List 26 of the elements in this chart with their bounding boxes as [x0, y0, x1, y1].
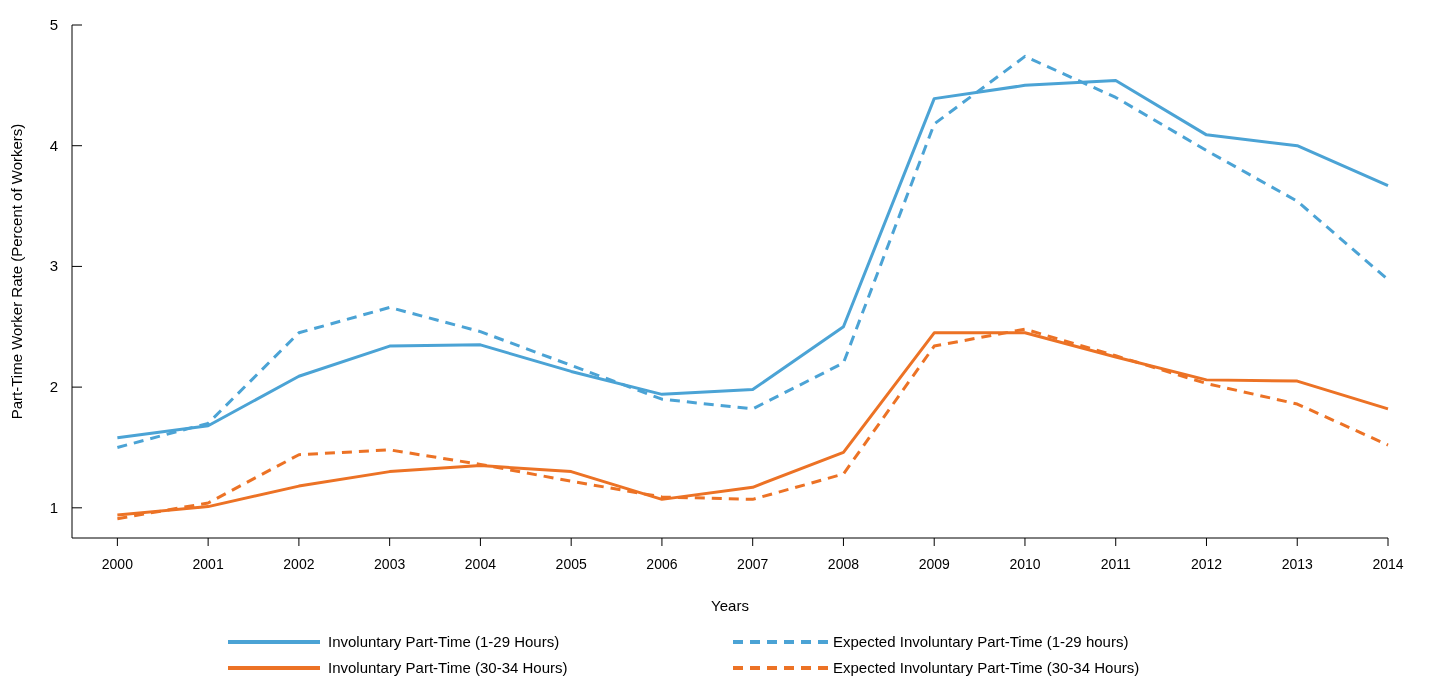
x-tick-label: 2003: [374, 556, 406, 572]
y-tick-label: 1: [49, 498, 58, 516]
legend-label: Expected Involuntary Part-Time (30-34 Hours): [833, 659, 1140, 676]
x-tick-label: 2009: [918, 556, 950, 572]
x-tick-label: 2001: [192, 556, 224, 572]
x-tick-label: 2014: [1372, 556, 1404, 572]
x-tick-label: 2000: [101, 556, 134, 572]
x-tick-label: 2013: [1281, 556, 1314, 572]
legend-label: Involuntary Part-Time (30-34 Hours): [328, 659, 568, 676]
y-tick-label: 3: [49, 257, 58, 275]
x-tick-label: 2011: [1100, 556, 1131, 572]
x-tick-label: 2005: [555, 556, 587, 572]
x-tick-label: 2002: [283, 556, 315, 572]
y-tick-label: 2: [49, 378, 58, 396]
x-tick-label: 2006: [646, 556, 678, 572]
x-tick-label: 2004: [464, 556, 497, 572]
y-tick-label: 5: [49, 16, 58, 33]
y-tick-label: 4: [49, 136, 58, 154]
x-tick-label: 2007: [737, 556, 769, 572]
x-tick-label: 2012: [1190, 556, 1223, 572]
x-tick-label: 2008: [827, 556, 860, 572]
x-axis-title: Years: [711, 597, 749, 614]
legend-label: Involuntary Part-Time (1-29 Hours): [328, 633, 560, 650]
x-tick-label: 2010: [1009, 556, 1041, 572]
y-axis-title: Part-Time Worker Rate (Percent of Workers): [8, 123, 25, 420]
legend-label: Expected Involuntary Part-Time (1-29 hours): [833, 633, 1129, 650]
